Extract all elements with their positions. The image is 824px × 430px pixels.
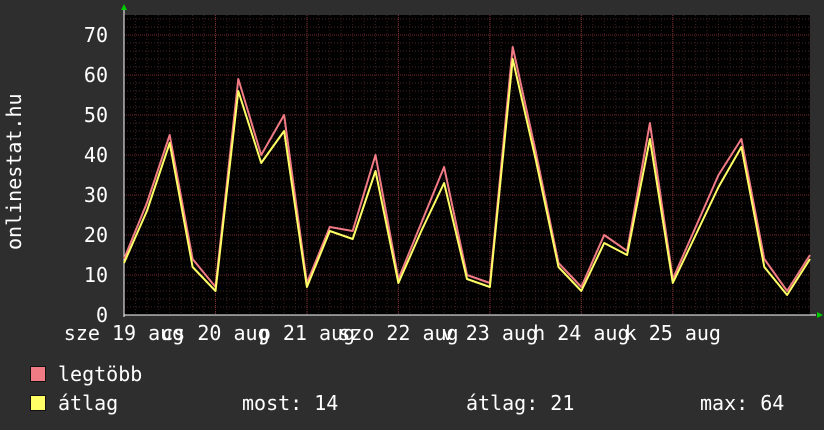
x-tick-label: h 24 aug (533, 321, 629, 345)
x-tick-label: v 23 aug (442, 321, 538, 345)
y-tick-label: 30 (84, 183, 108, 207)
y-tick-label: 0 (96, 303, 108, 327)
y-tick-label: 20 (84, 223, 108, 247)
y-axis-arrow (121, 4, 127, 10)
x-axis-arrow (817, 312, 823, 318)
series-line-avg (123, 58, 811, 296)
y-tick-label: 10 (84, 263, 108, 287)
y-tick-label: 40 (84, 143, 108, 167)
x-tick-label: k 25 aug (625, 321, 721, 345)
x-tick-label: p 21 aug (259, 321, 355, 345)
stat-average: átlag: 21 (466, 391, 575, 415)
stat-current: most: 14 (242, 391, 339, 415)
y-tick-label: 50 (84, 103, 108, 127)
x-tick-label: cs 20 aug (161, 321, 269, 345)
legend-label-max: legtöbb (58, 362, 143, 386)
legend-label-avg: átlag (58, 391, 119, 415)
legend-swatch-max (30, 366, 46, 382)
y-tick-label: 70 (84, 23, 108, 47)
legend-item-avg: átlag (30, 391, 118, 415)
legend-swatch-avg (30, 395, 46, 411)
y-axis-label: onlinestat.hu (2, 93, 26, 250)
x-tick-label: szo 22 aug (338, 321, 458, 345)
legend-item-max: legtöbb (30, 362, 142, 386)
y-tick-label: 60 (84, 63, 108, 87)
stat-maximum: max: 64 (700, 391, 785, 415)
x-tick-label: sze 19 aug (64, 321, 184, 345)
